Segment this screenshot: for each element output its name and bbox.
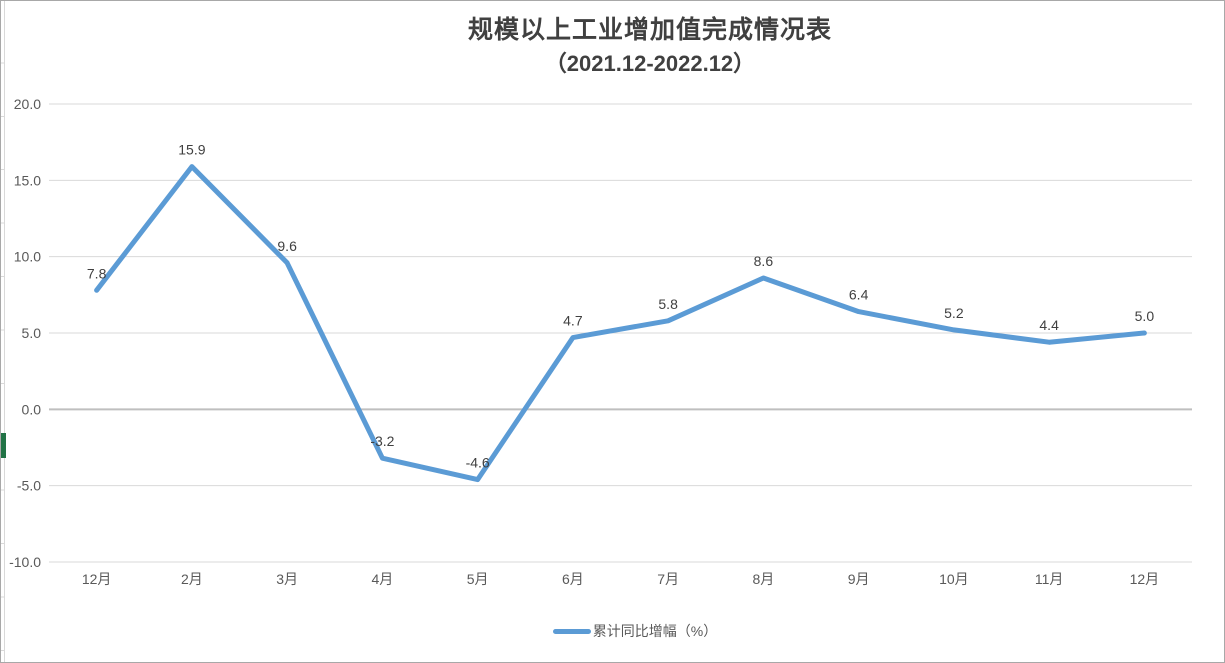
data-label: 9.6 xyxy=(277,238,297,254)
x-tick-label: 7月 xyxy=(657,571,679,587)
x-tick-label: 3月 xyxy=(276,571,298,587)
legend-series-label: 累计同比增幅（%） xyxy=(592,623,718,639)
chart-title-line2: （2021.12-2022.12） xyxy=(544,51,756,77)
chart-title-line1: 规模以上工业增加值完成情况表 xyxy=(467,16,832,44)
chart-border-line xyxy=(4,1,5,662)
y-tick-label: 20.0 xyxy=(14,96,41,112)
chart-legend[interactable]: 累计同比增幅（%） xyxy=(46,621,1224,641)
y-tick-label: 10.0 xyxy=(14,249,41,265)
worksheet-edge-strip xyxy=(1,1,4,662)
x-tick-label: 2月 xyxy=(181,571,203,587)
x-tick-label: 10月 xyxy=(939,571,969,587)
x-tick-label: 6月 xyxy=(562,571,584,587)
y-tick-label: -5.0 xyxy=(17,478,41,494)
x-tick-label: 9月 xyxy=(848,571,870,587)
data-label: 8.6 xyxy=(754,253,774,269)
x-tick-label: 11月 xyxy=(1035,571,1064,587)
data-label: -4.6 xyxy=(466,455,490,471)
x-tick-label: 4月 xyxy=(371,571,393,587)
data-label: 6.4 xyxy=(849,287,869,303)
data-label: 7.8 xyxy=(87,265,107,281)
data-label: -3.2 xyxy=(370,433,394,449)
y-tick-label: 0.0 xyxy=(22,401,42,417)
chart-title: 规模以上工业增加值完成情况表 （2021.12-2022.12） xyxy=(76,15,1224,78)
y-tick-label: 5.0 xyxy=(22,325,42,341)
x-tick-label: 5月 xyxy=(467,571,489,587)
x-tick-label: 12月 xyxy=(82,571,112,587)
y-tick-label: 15.0 xyxy=(14,172,41,188)
worksheet-green-marker xyxy=(1,433,6,458)
data-label: 5.0 xyxy=(1135,308,1155,324)
data-label: 4.7 xyxy=(563,313,583,329)
x-tick-label: 8月 xyxy=(752,571,774,587)
data-label: 15.9 xyxy=(178,142,205,158)
series-line[interactable] xyxy=(94,164,1147,483)
legend-line-marker-icon xyxy=(552,628,591,634)
data-label: 5.2 xyxy=(944,305,964,321)
y-tick-label: -10.0 xyxy=(9,554,41,570)
data-label: 4.4 xyxy=(1039,317,1059,333)
x-tick-label: 12月 xyxy=(1130,571,1160,587)
data-label: 5.8 xyxy=(658,296,678,312)
